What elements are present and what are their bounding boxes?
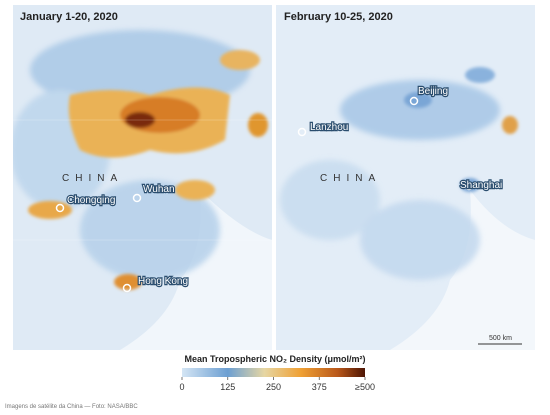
city-label: Wuhan — [143, 184, 175, 195]
map-right — [276, 5, 535, 350]
city-label: Shanghai — [460, 180, 502, 191]
caption: Imagens de satélite da China — Foto: NAS… — [5, 404, 138, 410]
panel-title: January 1-20, 2020 — [20, 11, 118, 23]
city-label: Hong Kong — [138, 276, 188, 287]
legend-title: Mean Tropospheric NO₂ Density (μmol/m²) — [184, 354, 365, 364]
tick-label: 0 — [179, 382, 184, 392]
scale-label: 500 km — [489, 335, 512, 342]
city-label: Beijing — [418, 86, 448, 97]
tick-label: ≥500 — [355, 382, 375, 392]
colorbar — [182, 368, 365, 377]
city-label: Chongqing — [67, 195, 115, 206]
panel-title: February 10-25, 2020 — [284, 11, 393, 23]
tick-label: 375 — [312, 382, 327, 392]
country-label: CHINA — [62, 173, 123, 184]
city-label: Lanzhou — [310, 122, 348, 133]
colorbar-ticks: 0 125 250 375 ≥500 — [179, 377, 375, 392]
country-label: CHINA — [320, 173, 381, 184]
tick-label: 250 — [266, 382, 281, 392]
map-left — [13, 5, 272, 350]
tick-label: 125 — [220, 382, 235, 392]
